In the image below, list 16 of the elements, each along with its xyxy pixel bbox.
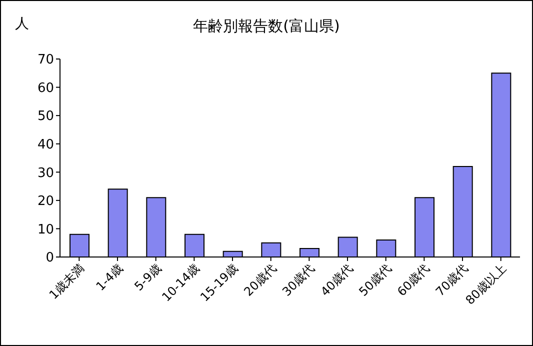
x-tick-label: 5-9歳	[132, 261, 164, 294]
x-tick-label: 50歳代	[356, 261, 394, 299]
y-tick-label: 50	[37, 109, 54, 124]
x-tick-label: 20歳代	[241, 261, 279, 299]
x-tick-label: 30歳代	[280, 261, 318, 299]
y-tick-label: 10	[37, 222, 54, 238]
y-tick-label: 30	[37, 166, 54, 181]
x-tick-label: 1-4歳	[93, 261, 126, 294]
x-tick-label: 60歳代	[394, 261, 432, 299]
y-tick-label: 20	[37, 194, 54, 210]
x-tick-label: 40歳代	[318, 261, 356, 299]
y-tick-label: 40	[37, 137, 54, 152]
y-tick-label: 70	[37, 52, 54, 68]
y-axis-title: 人	[15, 15, 29, 33]
y-tick-label: 60	[37, 80, 54, 96]
chart-title: 年齢別報告数(富山県)	[193, 17, 340, 35]
